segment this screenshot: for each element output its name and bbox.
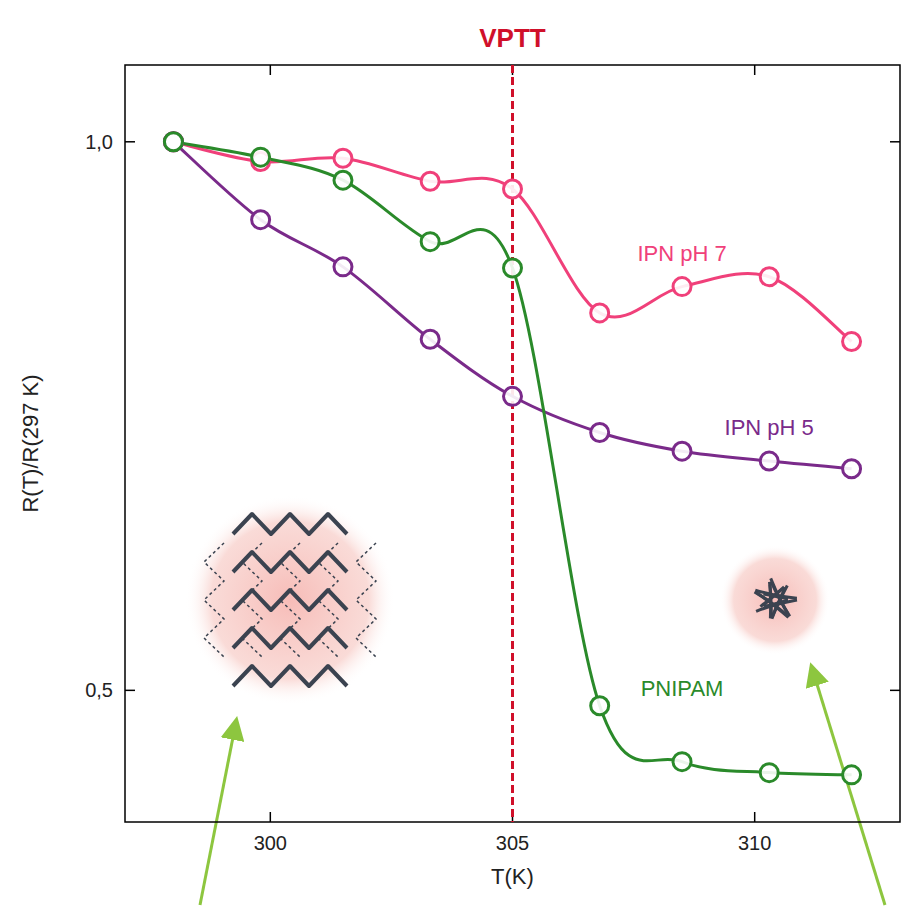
y-axis-title: R(T)/R(297 K) <box>18 374 43 512</box>
series-label: IPN pH 5 <box>725 415 814 440</box>
data-point <box>504 387 522 405</box>
data-point <box>843 332 861 350</box>
pointer-arrow <box>812 668 885 905</box>
gel-chain <box>233 514 347 534</box>
data-point <box>421 172 439 190</box>
x-tick-label: 310 <box>738 832 771 854</box>
data-point <box>843 766 861 784</box>
data-point <box>164 133 182 151</box>
data-point <box>760 268 778 286</box>
gel-chain <box>772 586 787 619</box>
series-label: PNIPAM <box>641 676 724 701</box>
data-point <box>252 211 270 229</box>
x-tick <box>270 65 272 75</box>
x-axis-title: T(K) <box>491 864 534 889</box>
y-tick <box>890 690 900 692</box>
data-point <box>591 304 609 322</box>
data-area <box>164 65 860 822</box>
gel-chain <box>356 543 376 657</box>
gel-chain <box>233 666 347 686</box>
series-line <box>173 142 851 469</box>
data-point <box>760 452 778 470</box>
x-tick-label: 305 <box>496 832 529 854</box>
data-point <box>673 442 691 460</box>
data-point <box>504 259 522 277</box>
data-point <box>504 180 522 198</box>
data-point <box>760 764 778 782</box>
gel-chain <box>318 543 338 657</box>
x-tick <box>754 812 756 822</box>
x-tick <box>754 65 756 75</box>
gel-chain <box>204 543 224 657</box>
gel-chain <box>233 628 347 648</box>
data-point <box>591 697 609 715</box>
vptt-label: VPTT <box>479 23 546 53</box>
swollen-gel <box>185 495 395 705</box>
data-point <box>334 171 352 189</box>
plot-frame <box>125 65 900 822</box>
data-point <box>421 233 439 251</box>
data-point <box>591 424 609 442</box>
gel-glow <box>185 495 395 705</box>
data-point <box>164 133 182 151</box>
x-tick-label: 300 <box>254 832 287 854</box>
series-label: IPN pH 7 <box>637 241 726 266</box>
y-tick <box>890 141 900 143</box>
y-tick <box>125 141 135 143</box>
collapsed-gel <box>720 545 830 655</box>
data-point <box>164 133 182 151</box>
y-tick <box>125 690 135 692</box>
gel-chain <box>233 590 347 610</box>
series-line <box>173 142 851 775</box>
chart: 300 305 310 0,5 1,0 T(K) R(T)/R(297 K) VPTT IPN … <box>0 0 911 918</box>
data-point <box>421 330 439 348</box>
series-line <box>173 142 851 342</box>
y-tick-label: 1,0 <box>85 131 113 153</box>
data-point <box>252 148 270 166</box>
pointer-arrow <box>200 722 236 905</box>
y-tick-label: 0,5 <box>85 679 113 701</box>
x-tick <box>270 812 272 822</box>
data-point <box>334 258 352 276</box>
data-point <box>673 753 691 771</box>
data-point <box>843 460 861 478</box>
gel-glow <box>720 545 830 655</box>
gel-chain <box>280 543 300 657</box>
data-point <box>673 278 691 296</box>
data-point <box>334 149 352 167</box>
gel-chain <box>763 594 788 599</box>
